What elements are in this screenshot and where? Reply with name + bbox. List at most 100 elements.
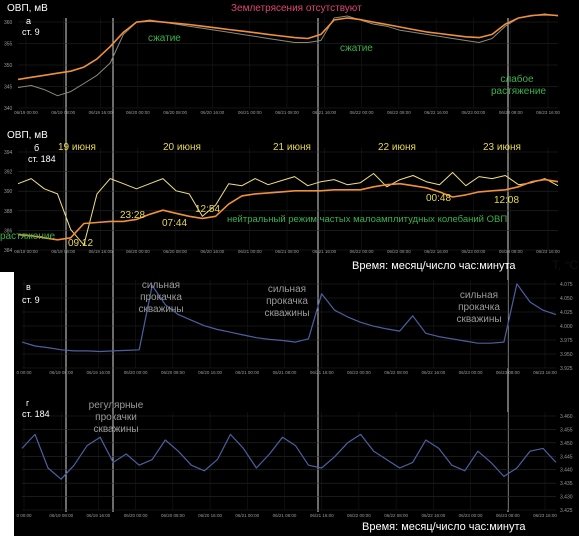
- y-tick-label: 384: [4, 248, 13, 254]
- panel-a-annotation-compression-2: сжатие: [340, 43, 373, 54]
- x-tick-label: 06/20 00:00: [124, 513, 148, 518]
- x-tick-label: 06/23 08:00: [499, 249, 523, 254]
- series-line-panel-б-2: [17, 178, 559, 241]
- x-tick-label: 06/23 16:00: [536, 110, 560, 115]
- x-tick-label: 06/21 08:00: [273, 370, 297, 375]
- time-axis-caption-bottom: Время: месяц/число час:минута: [362, 521, 526, 533]
- x-tick-label: 06/21 16:00: [310, 513, 334, 518]
- y-tick-label: 388: [4, 209, 13, 215]
- y-tick-label: 3.460: [560, 414, 573, 420]
- y-tick-label: 3.925: [560, 366, 573, 372]
- y-tick-label: 3.430: [560, 495, 573, 501]
- y-tick-label: 345: [4, 85, 13, 91]
- date-label-19-june: 19 июня: [58, 142, 96, 153]
- x-tick-label: 06/22 00:00: [347, 370, 371, 375]
- x-tick-label: 06/21 00:00: [238, 249, 262, 254]
- x-tick-label: 06/23 16:00: [533, 370, 557, 375]
- x-tick-label: 06/23 16:00: [533, 513, 557, 518]
- x-tick-label: 06/20 16:00: [198, 370, 222, 375]
- x-tick-label: 06/19 08:00: [49, 370, 73, 375]
- x-tick-label: 06/20 00:00: [126, 249, 150, 254]
- x-tick-label: 06/21 00:00: [238, 110, 262, 115]
- x-tick-label: 06/20 16:00: [198, 513, 222, 518]
- y-tick-label: 3.440: [560, 468, 573, 474]
- y-tick-label: 392: [4, 170, 13, 176]
- panel-b-ylabel: ОВП, мВ: [7, 130, 48, 141]
- x-tick-label: 06/19 00:00: [14, 249, 38, 254]
- x-tick-label: 06/23 00:00: [459, 513, 483, 518]
- date-label-23-june: 23 июня: [483, 142, 521, 153]
- panel-a-ylabel: ОВП, мВ: [7, 3, 48, 14]
- x-tick-label: 06/22 16:00: [424, 249, 448, 254]
- y-tick-label: 3.975: [560, 338, 573, 344]
- y-tick-label: 4.025: [560, 310, 573, 316]
- x-tick-label: 06/19 16:00: [87, 370, 111, 375]
- time-label-0744: 07:44: [162, 218, 188, 229]
- x-tick-label: 06/23 08:00: [496, 370, 520, 375]
- panel-a-annotation-compression-1: сжатие: [148, 33, 181, 44]
- y-tick-label: 355: [4, 42, 13, 48]
- x-tick-label: 06/22 08:00: [384, 370, 408, 375]
- x-tick-label: 06/21 08:00: [273, 513, 297, 518]
- time-label-0912: 09:12: [68, 238, 94, 249]
- x-tick-label: 06/19 08:00: [51, 110, 75, 115]
- y-tick-label: 4.075: [560, 282, 573, 288]
- x-tick-label: 06/19 00:00: [14, 110, 38, 115]
- y-tick-label: 340: [4, 106, 13, 112]
- date-label-20-june: 20 июня: [163, 142, 201, 153]
- y-tick-label: 3.950: [560, 352, 573, 358]
- x-tick-label: 0 00:00: [16, 513, 32, 518]
- panel-d-label: г: [26, 398, 30, 408]
- series-line-panel-а-2: [17, 13, 559, 81]
- series-line-panel-в-1: [21, 283, 557, 353]
- x-tick-label: 06/21 16:00: [312, 249, 336, 254]
- x-tick-label: 06/23 16:00: [536, 249, 560, 254]
- header-note: Землетрясения отсутствуют: [231, 3, 362, 14]
- x-tick-label: 06/23 00:00: [462, 249, 486, 254]
- x-tick-label: 06/22 00:00: [350, 110, 374, 115]
- panel-bottom-background: [14, 272, 579, 536]
- x-tick-label: 06/22 08:00: [387, 249, 411, 254]
- time-label-0048: 00:48: [426, 193, 452, 204]
- series-line-panel-а-1: [17, 13, 559, 97]
- x-tick-label: 06/19 16:00: [87, 513, 111, 518]
- x-tick-label: 06/21 08:00: [275, 110, 299, 115]
- x-tick-label: 06/20 08:00: [163, 249, 187, 254]
- x-tick-label: 06/20 16:00: [201, 110, 225, 115]
- panel-c-annotation-pumping-1: сильная прокачка скважины: [138, 280, 184, 315]
- x-tick-label: 06/20 08:00: [161, 513, 185, 518]
- x-tick-label: 0 00:00: [16, 370, 32, 375]
- x-tick-label: 06/21 00:00: [235, 513, 259, 518]
- x-tick-label: 06/23 08:00: [499, 110, 523, 115]
- x-tick-label: 06/21 16:00: [310, 370, 334, 375]
- y-tick-label: 3.450: [560, 441, 573, 447]
- y-tick-label: 386: [4, 228, 13, 234]
- y-tick-label: 4.000: [560, 324, 573, 330]
- x-tick-label: 06/22 08:00: [384, 513, 408, 518]
- temperature-unit-label: T, °C: [552, 258, 579, 272]
- x-tick-label: 06/21 08:00: [275, 249, 299, 254]
- y-tick-label: 3.455: [560, 427, 573, 433]
- x-tick-label: 06/19 16:00: [89, 249, 113, 254]
- x-tick-label: 06/20 00:00: [124, 370, 148, 375]
- x-tick-label: 06/23 00:00: [462, 110, 486, 115]
- x-tick-label: 06/20 16:00: [201, 249, 225, 254]
- y-tick-label: 360: [4, 20, 13, 26]
- panel-top-background: [0, 0, 579, 272]
- x-tick-label: 06/22 16:00: [421, 370, 445, 375]
- y-tick-label: 390: [4, 189, 13, 195]
- x-tick-label: 06/22 16:00: [424, 110, 448, 115]
- panel-c-label: в: [26, 282, 31, 292]
- panel-d-well: ст. 184: [22, 409, 50, 419]
- date-label-21-june: 21 июня: [273, 142, 311, 153]
- panel-a-well: ст. 9: [22, 27, 40, 37]
- panel-b-label: б: [34, 143, 40, 153]
- x-tick-label: 06/20 08:00: [161, 370, 185, 375]
- series-line-panel-г-1: [21, 433, 557, 480]
- x-tick-label: 06/22 00:00: [347, 513, 371, 518]
- panel-d-annotation-regular-pumping: регулярные прокачки скважины: [88, 400, 144, 435]
- x-tick-label: 06/20 00:00: [126, 110, 150, 115]
- y-tick-label: 3.445: [560, 454, 573, 460]
- x-tick-label: 06/22 08:00: [387, 110, 411, 115]
